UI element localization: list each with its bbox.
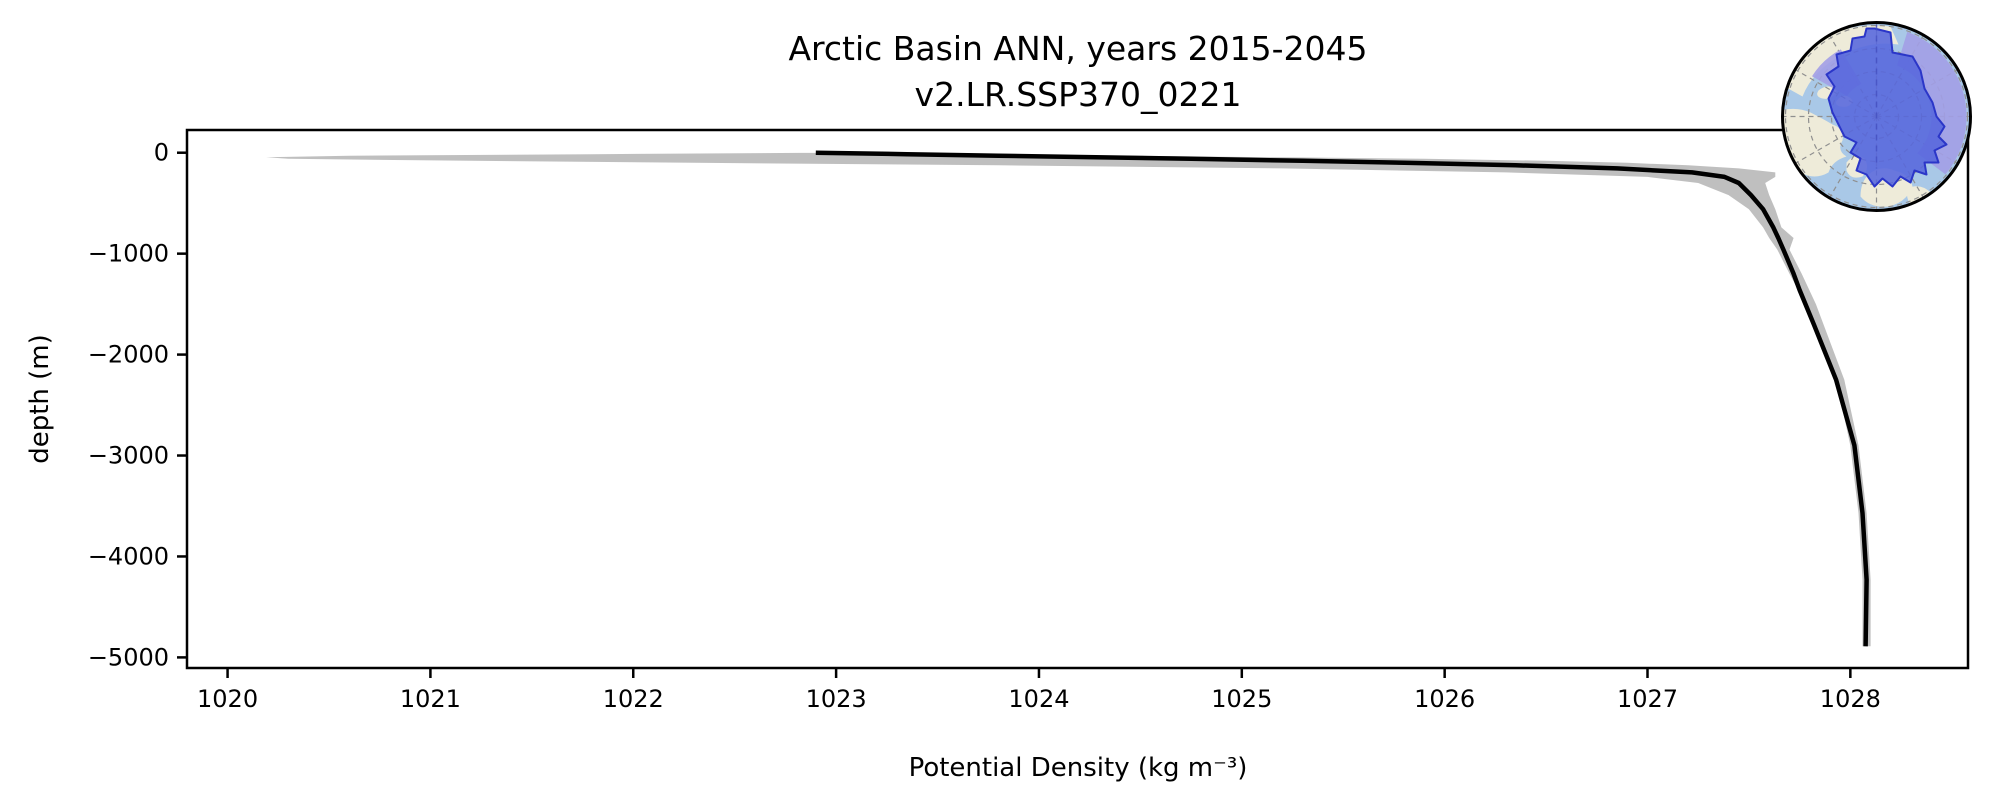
inset-graticule-meridian xyxy=(1828,116,1878,199)
x-tick-label: 1022 xyxy=(603,685,664,713)
mean-profile-layer xyxy=(815,150,1869,647)
x-tick-label: 1020 xyxy=(197,685,258,713)
plot-subtitle: v2.LR.SSP370_0221 xyxy=(915,75,1242,114)
x-axis-ticks: 1020 1021 1022 1023 1024 1025 1026 1027 1028 xyxy=(197,668,1881,713)
y-tick-label: −1000 xyxy=(88,240,169,268)
x-tick-label: 1024 xyxy=(1008,685,1069,713)
inset-region-arctic-basin xyxy=(1825,27,1948,188)
axes-spines xyxy=(185,128,1970,670)
inset-ring xyxy=(1781,21,1972,212)
inset-land xyxy=(1782,108,1847,177)
y-tick-label: −4000 xyxy=(88,542,169,570)
x-tick-label: 1026 xyxy=(1414,685,1475,713)
y-axis-label: depth (m) xyxy=(25,334,55,464)
x-tick-label: 1027 xyxy=(1617,685,1678,713)
inset-graticule-meridian xyxy=(1794,115,1877,165)
inset-map-content xyxy=(1782,22,1971,211)
y-tick-label: −5000 xyxy=(88,643,169,671)
x-tick-label: 1028 xyxy=(1820,685,1881,713)
spread-band-layer xyxy=(266,152,1871,647)
axes-layer xyxy=(185,128,1970,670)
y-tick-label: 0 xyxy=(154,139,169,167)
ensemble-mean-profile xyxy=(815,150,1869,647)
arctic-basin-locator-map xyxy=(1781,21,1972,212)
y-axis-ticks: 0 −1000 −2000 −3000 −4000 −5000 xyxy=(88,139,187,671)
plot-title: Arctic Basin ANN, years 2015-2045 xyxy=(788,29,1367,68)
x-tick-label: 1021 xyxy=(400,685,461,713)
x-tick-label: 1025 xyxy=(1211,685,1272,713)
y-tick-label: −2000 xyxy=(88,341,169,369)
ensemble-spread-band xyxy=(266,152,1871,647)
y-tick-label: −3000 xyxy=(88,442,169,470)
x-axis-label: Potential Density (kg m⁻³) xyxy=(909,753,1248,783)
x-tick-label: 1023 xyxy=(806,685,867,713)
